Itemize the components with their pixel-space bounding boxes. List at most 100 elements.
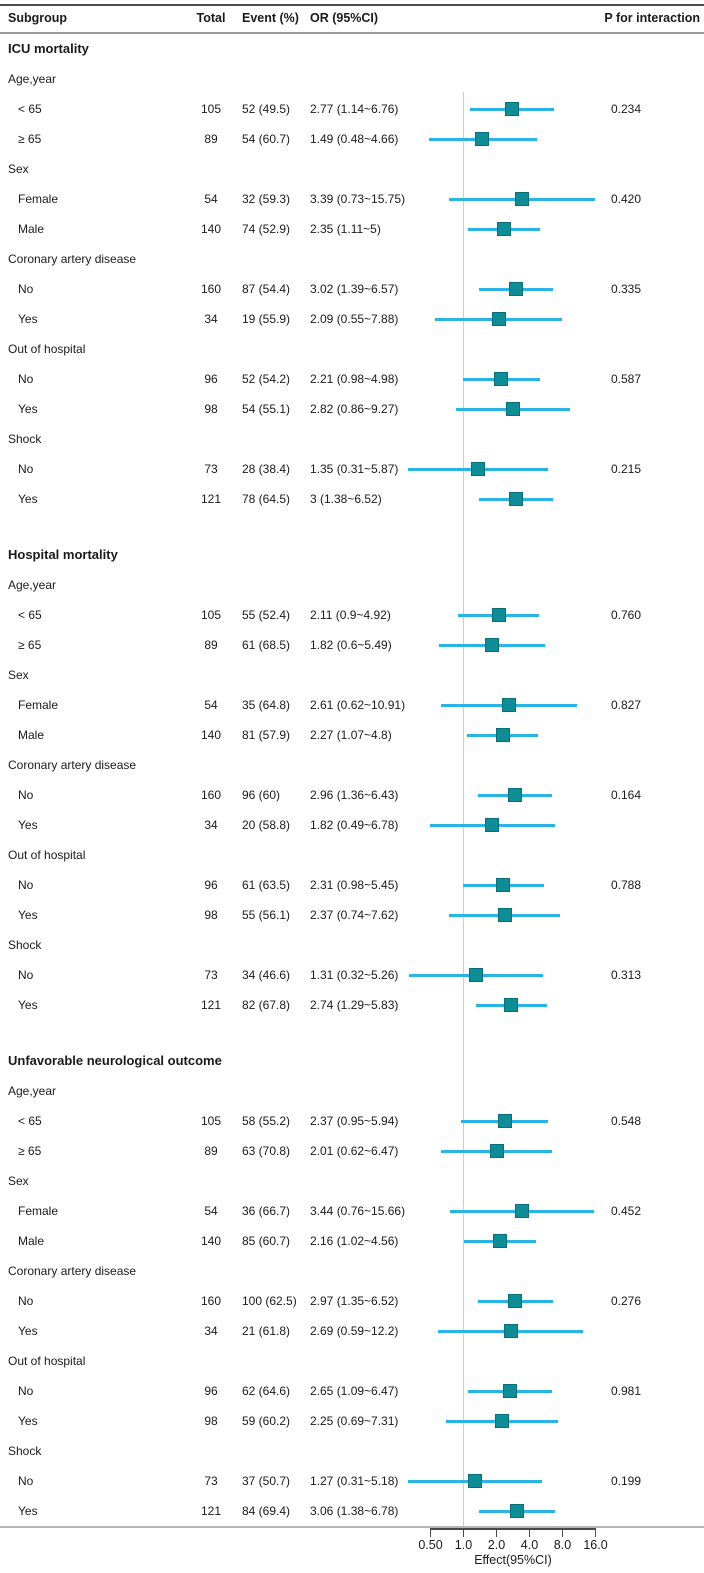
total-value: 89 — [204, 132, 218, 146]
group-label-row: Out of hospital — [0, 840, 704, 870]
subgroup-row: No 160 100 (62.5) 2.97 (1.35~6.52) 0.276 — [0, 1286, 704, 1316]
event-value: 84 (69.4) — [242, 1504, 291, 1518]
group-label-row: Age,year — [0, 64, 704, 94]
subgroup-row: Yes 34 21 (61.8) 2.69 (0.59~12.2) — [0, 1316, 704, 1346]
row-label: Male — [18, 728, 45, 742]
or-value: 1.27 (0.31~5.18) — [310, 1474, 399, 1488]
event-value: 19 (55.9) — [242, 312, 291, 326]
event-value: 54 (60.7) — [242, 132, 291, 146]
or-value: 3.44 (0.76~15.66) — [310, 1204, 406, 1218]
event-value: 37 (50.7) — [242, 1474, 291, 1488]
or-marker — [509, 282, 524, 296]
subgroup-row: Yes 98 54 (55.1) 2.82 (0.86~9.27) — [0, 394, 704, 424]
group-label-row: Age,year — [0, 1076, 704, 1106]
subgroup-row: No 73 37 (50.7) 1.27 (0.31~5.18) 0.199 — [0, 1466, 704, 1496]
or-value: 2.96 (1.36~6.43) — [310, 788, 399, 802]
group-label-row: Sex — [0, 1166, 704, 1196]
group-label: Sex — [8, 162, 29, 176]
subgroup-row: Yes 121 82 (67.8) 2.74 (1.29~5.83) — [0, 990, 704, 1020]
or-marker — [469, 968, 484, 982]
total-value: 96 — [204, 878, 218, 892]
or-value: 2.97 (1.35~6.52) — [310, 1294, 399, 1308]
row-label: Female — [18, 1204, 59, 1218]
or-marker — [467, 1474, 482, 1488]
group-label: Shock — [8, 938, 42, 952]
or-value: 2.37 (0.95~5.94) — [310, 1114, 399, 1128]
row-label: ≥ 65 — [18, 132, 42, 146]
event-value: 36 (66.7) — [242, 1204, 291, 1218]
section-title-row: Unfavorable neurological outcome — [0, 1046, 704, 1076]
or-marker — [494, 372, 509, 386]
or-value: 1.31 (0.32~5.26) — [310, 968, 399, 982]
or-value: 3.39 (0.73~15.75) — [310, 192, 406, 206]
total-value: 54 — [204, 192, 218, 206]
event-value: 55 (56.1) — [242, 908, 291, 922]
event-value: 54 (55.1) — [242, 402, 291, 416]
group-label: Coronary artery disease — [8, 758, 137, 772]
row-label: No — [18, 282, 34, 296]
row-label: < 65 — [18, 102, 42, 116]
subgroup-row: < 65 105 58 (55.2) 2.37 (0.95~5.94) 0.548 — [0, 1106, 704, 1136]
p-value: 0.827 — [611, 698, 642, 712]
or-value: 2.61 (0.62~10.91) — [310, 698, 406, 712]
subgroup-row: No 160 96 (60) 2.96 (1.36~6.43) 0.164 — [0, 780, 704, 810]
total-value: 160 — [200, 788, 222, 802]
event-value: 82 (67.8) — [242, 998, 291, 1012]
or-marker — [493, 1234, 508, 1248]
event-value: 61 (68.5) — [242, 638, 291, 652]
row-label: No — [18, 1474, 34, 1488]
event-value: 35 (64.8) — [242, 698, 291, 712]
section-title: ICU mortality — [8, 41, 89, 56]
row-label: Yes — [18, 998, 38, 1012]
event-value: 32 (59.3) — [242, 192, 291, 206]
subgroup-row: Male 140 74 (52.9) 2.35 (1.11~5) — [0, 214, 704, 244]
event-value: 58 (55.2) — [242, 1114, 291, 1128]
subgroup-row: Male 140 85 (60.7) 2.16 (1.02~4.56) — [0, 1226, 704, 1256]
or-value: 2.35 (1.11~5) — [310, 222, 381, 236]
event-value: 81 (57.9) — [242, 728, 291, 742]
row-label: No — [18, 968, 34, 982]
group-label: Sex — [8, 668, 29, 682]
subgroup-row: No 73 28 (38.4) 1.35 (0.31~5.87) 0.215 — [0, 454, 704, 484]
group-label: Sex — [8, 1174, 29, 1188]
or-marker — [509, 1504, 524, 1518]
group-label-row: Coronary artery disease — [0, 244, 704, 274]
or-marker — [515, 1204, 530, 1218]
subgroup-row: Female 54 32 (59.3) 3.39 (0.73~15.75) 0.420 — [0, 184, 704, 214]
or-marker — [497, 222, 512, 236]
row-label: No — [18, 878, 34, 892]
or-marker — [495, 728, 510, 742]
subgroup-row: < 65 105 55 (52.4) 2.11 (0.9~4.92) 0.760 — [0, 600, 704, 630]
row-label: Female — [18, 698, 59, 712]
subgroup-row: No 96 61 (63.5) 2.31 (0.98~5.45) 0.788 — [0, 870, 704, 900]
event-value: 74 (52.9) — [242, 222, 291, 236]
total-value: 121 — [200, 1504, 222, 1518]
row-label: Yes — [18, 402, 38, 416]
event-value: 52 (54.2) — [242, 372, 291, 386]
row-label: Male — [18, 222, 45, 236]
row-label: Yes — [18, 492, 38, 506]
x-axis-tick-label: 16.0 — [583, 1538, 608, 1552]
subgroup-row: ≥ 65 89 61 (68.5) 1.82 (0.6~5.49) — [0, 630, 704, 660]
x-axis-tick-label: 2.0 — [487, 1538, 506, 1552]
event-value: 63 (70.8) — [242, 1144, 291, 1158]
or-value: 2.77 (1.14~6.76) — [310, 102, 399, 116]
or-marker — [502, 698, 517, 712]
total-value: 98 — [204, 1414, 218, 1428]
p-value: 0.587 — [611, 372, 642, 386]
total-value: 73 — [204, 1474, 218, 1488]
or-marker — [497, 1114, 512, 1128]
event-value: 62 (64.6) — [242, 1384, 291, 1398]
group-label: Age,year — [8, 72, 57, 86]
group-label-row: Out of hospital — [0, 1346, 704, 1376]
row-label: Yes — [18, 1324, 38, 1338]
row-label: No — [18, 788, 34, 802]
total-value: 140 — [200, 1234, 222, 1248]
or-marker — [496, 878, 511, 892]
group-label-row: Shock — [0, 424, 704, 454]
or-value: 2.65 (1.09~6.47) — [310, 1384, 399, 1398]
event-value: 87 (54.4) — [242, 282, 291, 296]
group-label: Coronary artery disease — [8, 1264, 137, 1278]
or-value: 3 (1.38~6.52) — [310, 492, 382, 506]
subgroup-row: ≥ 65 89 63 (70.8) 2.01 (0.62~6.47) — [0, 1136, 704, 1166]
